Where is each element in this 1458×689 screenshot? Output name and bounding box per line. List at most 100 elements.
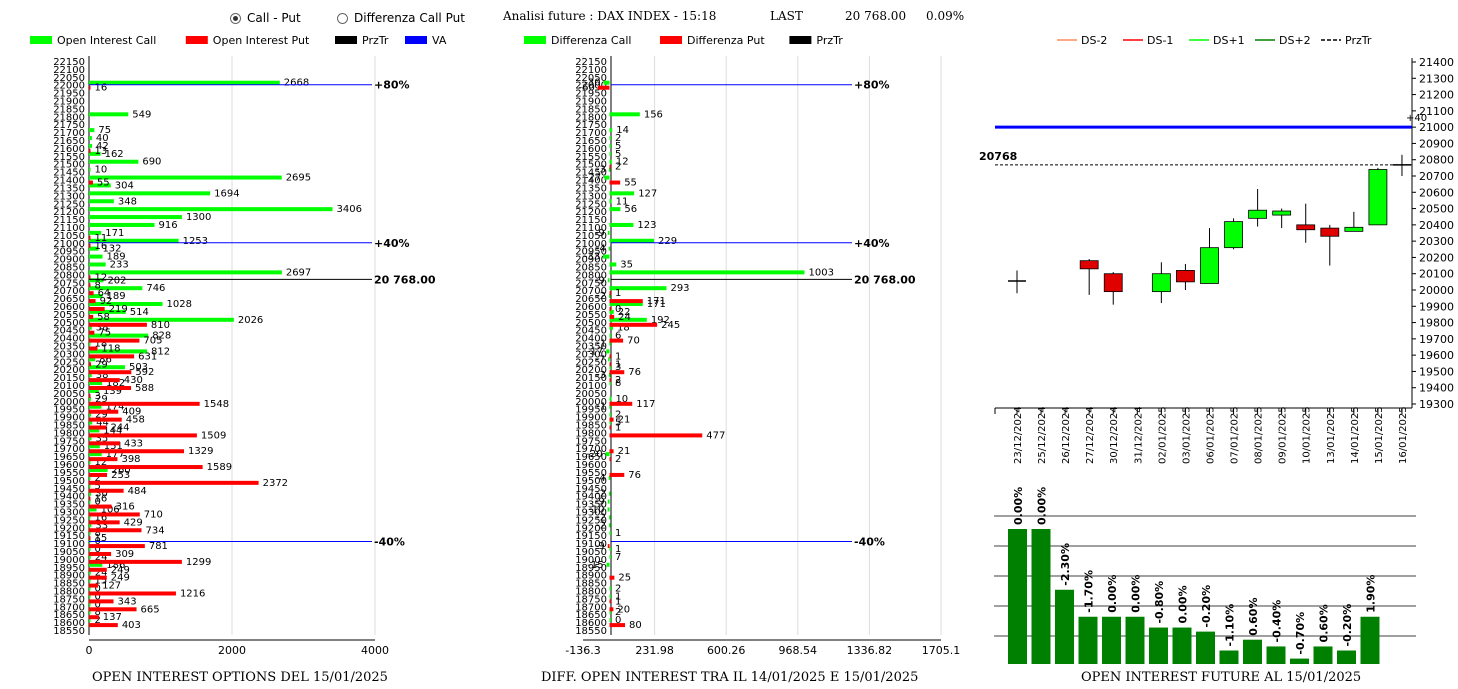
options-call-value: 139: [103, 386, 122, 397]
options-strike-label: 18700: [53, 602, 85, 613]
options-put-bar: [89, 291, 94, 296]
diff-call-bar: [606, 349, 610, 354]
diff-strike-label: 20900: [575, 255, 607, 266]
diff-strike-label: 20600: [575, 302, 607, 313]
options-put-bar: [89, 85, 91, 90]
options-level-label: +80%: [374, 79, 410, 92]
diff-strike-label: 20500: [575, 318, 607, 329]
diff-call-bar: [609, 396, 612, 401]
options-strike-label: 20300: [53, 349, 85, 360]
options-call-value: 304: [115, 180, 134, 191]
future-bar: [1337, 650, 1356, 664]
candle-date-label: 13/01/2025: [1326, 406, 1337, 464]
legend-diff-label: PrzTr: [816, 34, 843, 47]
future-bar: [1125, 616, 1145, 664]
diff-strike-label: 18850: [575, 579, 607, 590]
diff-level-label: 20 768.00: [854, 273, 916, 286]
diff-level-label: -40%: [854, 535, 885, 548]
options-put-value: 429: [124, 517, 143, 528]
options-call-value: 16: [95, 512, 108, 523]
diff-call-value: -9: [595, 497, 605, 508]
diff-strike-label: 19150: [575, 531, 607, 542]
options-strike-label: 19050: [53, 547, 85, 558]
options-call-value: 1300: [186, 212, 211, 223]
diff-put-bar: [609, 575, 615, 580]
diff-call-bar: [605, 452, 610, 457]
options-put-bar: [89, 615, 99, 620]
options-call-value: 10: [95, 165, 108, 176]
options-call-bar: [89, 452, 102, 457]
legend-diff-label: Differenza Call: [551, 34, 631, 47]
options-call-value: 162: [105, 149, 124, 160]
options-call-value: 202: [107, 275, 126, 286]
options-call-value: 348: [118, 196, 137, 207]
future-bar: [1313, 646, 1333, 664]
diff-put-bar: [609, 314, 615, 319]
options-call-value: 5: [95, 481, 101, 492]
options-strike-label: 18900: [53, 571, 85, 582]
candle-date-label: 26/12/2024: [1061, 406, 1072, 464]
options-put-value: 16: [95, 241, 108, 252]
options-strike-label: 19250: [53, 515, 85, 526]
options-put-value: 458: [126, 415, 145, 426]
diff-strike-label: 21250: [575, 199, 607, 210]
options-put-value: 249: [111, 573, 130, 584]
diff-strike-label: 18600: [575, 618, 607, 629]
options-strike-label: 19400: [53, 492, 85, 503]
diff-call-value: 5: [615, 418, 621, 429]
candle-body: [1368, 169, 1388, 226]
diff-call-value: -2: [596, 520, 606, 531]
future-bar-label: 0.00%: [1106, 575, 1119, 613]
options-put-value: 13: [95, 146, 108, 157]
options-put-bar: [89, 457, 118, 462]
options-call-bar: [89, 562, 103, 567]
options-put-value: 137: [103, 612, 122, 623]
options-put-bar: [89, 449, 185, 454]
diff-strike-label: 20100: [575, 381, 607, 392]
diff-put-bar: [609, 417, 614, 422]
diff-xtick: 1336.82: [847, 644, 893, 657]
options-strike-label: 21550: [53, 152, 85, 163]
options-call-bar: [89, 309, 126, 314]
diff-strike-label: 21750: [575, 120, 607, 131]
candle-date-label: 16/01/2025: [1398, 406, 1409, 464]
diff-call-bar: [609, 294, 611, 299]
options-call-bar: [89, 460, 91, 465]
candle-date-label: 14/01/2025: [1350, 406, 1361, 464]
diff-put-value: 25: [618, 573, 631, 584]
diff-put-bar: [609, 354, 611, 359]
diff-call-bar: [608, 167, 611, 172]
diff-strike-label: 21000: [575, 239, 607, 250]
options-put-value: 1509: [201, 430, 226, 441]
diff-put-value: 2: [615, 162, 621, 173]
options-strike-label: 21050: [53, 231, 85, 242]
legend-options-label: PrzTr: [362, 34, 389, 47]
options-put-value: 1216: [180, 588, 205, 599]
options-put-bar: [89, 338, 140, 343]
options-put-bar: [89, 180, 93, 185]
diff-call-bar: [609, 412, 611, 417]
diff-call-value: 18: [617, 323, 630, 334]
legend-candle-label: PrzTr: [1345, 34, 1372, 47]
diff-put-bar: [609, 457, 611, 462]
radio-call-put[interactable]: Call - Put: [230, 8, 301, 28]
options-strike-label: 19600: [53, 460, 85, 471]
options-call-value: 30: [95, 489, 108, 500]
diff-call-value: 14: [616, 125, 629, 136]
options-level-label: 20 768.00: [374, 273, 436, 286]
diff-level-label: +40%: [854, 237, 890, 250]
options-put-value: 64: [98, 288, 111, 299]
diff-strike-label: 18800: [575, 586, 607, 597]
options-call-bar: [89, 349, 148, 354]
diff-put-value: 24: [618, 312, 631, 323]
candle-ytick: 21200: [1419, 89, 1454, 102]
change-value: 0.09%: [926, 9, 965, 23]
options-strike-label: 19700: [53, 444, 85, 455]
options-put-bar: [89, 536, 91, 541]
legend-options-label: Open Interest Call: [57, 34, 156, 47]
options-call-bar: [89, 602, 91, 607]
diff-strike-label: 21200: [575, 207, 607, 218]
options-strike-label: 20000: [53, 397, 85, 408]
radio-differenza[interactable]: Differenza Call Put: [337, 8, 465, 28]
options-strike-label: 21250: [53, 199, 85, 210]
